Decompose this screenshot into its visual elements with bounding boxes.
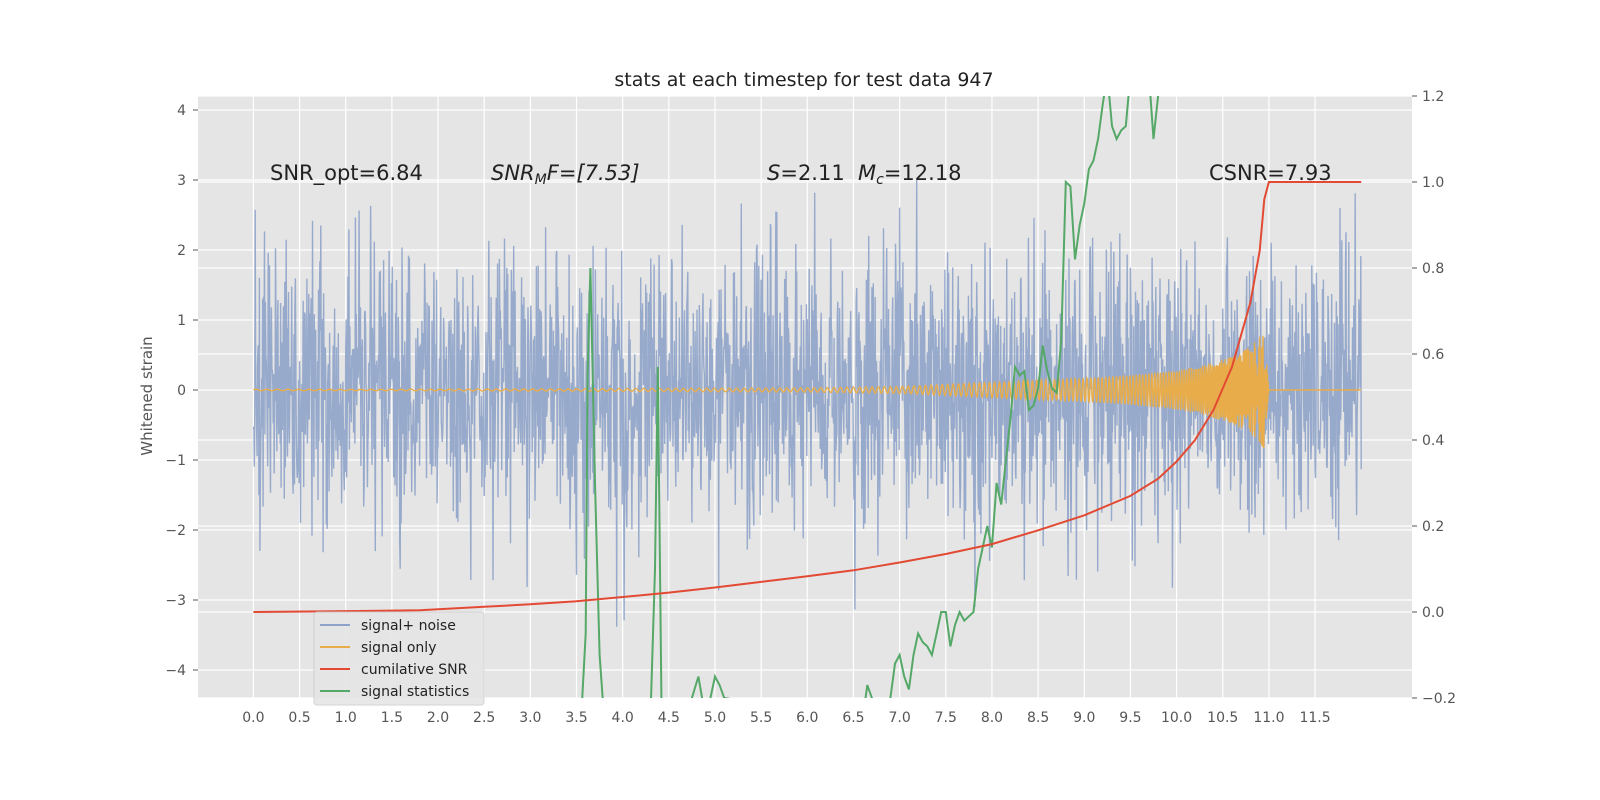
y-tick-label-left: −2 <box>165 523 186 539</box>
y-axis-left-ticks: 4 3 2 1 0 −1 −2 −3 −4 <box>165 103 198 679</box>
series-signal-noise <box>252 179 1362 627</box>
annotation-mc-symbol: M <box>858 161 876 185</box>
series-signal-only <box>253 335 1362 449</box>
legend: signal+ noise signal only cumilative SNR… <box>313 611 485 706</box>
y-tick-label-left: 4 <box>177 103 186 119</box>
y-tick-label-left: 2 <box>177 243 186 259</box>
x-tick-label: 6.5 <box>842 710 864 726</box>
x-tick-label: 7.5 <box>935 710 957 726</box>
x-axis-ticks: 0.0 0.5 1.0 1.5 2.0 2.5 3.0 3.5 4.0 4.5 5.0 5.5 6.0 6… <box>242 710 1330 726</box>
series-signal-statistics <box>581 96 1160 698</box>
x-tick-label: 5.5 <box>750 710 772 726</box>
annotation-snr-mf-sub: M <box>535 172 547 188</box>
y-tick-label-right: 0.4 <box>1422 433 1444 449</box>
y-tick-label-right: 0.8 <box>1422 261 1444 277</box>
x-tick-label: 11.5 <box>1299 710 1330 726</box>
annotation-csnr: CSNR=7.93 <box>1209 161 1332 185</box>
series-cumulative-snr <box>253 181 1362 613</box>
annotation-s: S=2.11 <box>767 161 845 185</box>
x-tick-label: 8.0 <box>981 710 1003 726</box>
x-tick-label: 5.0 <box>704 710 726 726</box>
x-tick-label: 9.5 <box>1119 710 1141 726</box>
chart-title: stats at each timestep for test data 947 <box>614 69 993 91</box>
annotation-snr-opt: SNR_opt=6.84 <box>270 161 423 186</box>
x-tick-label: 6.0 <box>796 710 818 726</box>
legend-label-signal-noise: signal+ noise <box>361 618 456 634</box>
y-tick-label-left: −3 <box>165 593 186 609</box>
annotation-mc: Mc=12.18 <box>858 161 962 188</box>
y-tick-label-right: 0.2 <box>1422 519 1444 535</box>
x-tick-label: 9.0 <box>1073 710 1095 726</box>
y-tick-label-left: 3 <box>177 173 186 189</box>
y-tick-label-left: −1 <box>165 453 186 469</box>
y-tick-label-right: −0.2 <box>1422 691 1456 707</box>
x-tick-label: 1.5 <box>381 710 403 726</box>
y-tick-label-left: 1 <box>177 313 186 329</box>
legend-label-signal-only: signal only <box>361 640 436 656</box>
y-tick-label-right: 1.0 <box>1422 175 1444 191</box>
annotation-s-value: =2.11 <box>780 161 844 185</box>
x-tick-label: 10.0 <box>1161 710 1192 726</box>
annotation-s-symbol: S <box>767 161 780 185</box>
x-tick-label: 0.5 <box>288 710 310 726</box>
annotation-snr-mf-symbol: SNR <box>491 161 535 185</box>
x-tick-label: 2.0 <box>427 710 449 726</box>
x-tick-label: 7.0 <box>888 710 910 726</box>
annotation-snr-mf: SNRMF=[7.53] <box>491 161 640 188</box>
annotation-mc-value: =12.18 <box>884 161 962 185</box>
y-axis-label: Whitened strain <box>138 336 156 455</box>
x-tick-label: 3.5 <box>565 710 587 726</box>
legend-label-signal-statistics: signal statistics <box>361 684 469 700</box>
x-tick-label: 11.0 <box>1253 710 1284 726</box>
legend-box <box>313 611 485 706</box>
y-tick-label-right: 0.6 <box>1422 347 1444 363</box>
x-tick-label: 3.0 <box>519 710 541 726</box>
annotation-mc-sub: c <box>876 172 884 188</box>
y-tick-label-right: 1.2 <box>1422 89 1444 105</box>
x-tick-label: 8.5 <box>1027 710 1049 726</box>
x-tick-label: 1.0 <box>335 710 357 726</box>
x-tick-label: 2.5 <box>473 710 495 726</box>
y-tick-label-right: 0.0 <box>1422 605 1444 621</box>
x-tick-label: 0.0 <box>242 710 264 726</box>
legend-label-cumulative-snr: cumilative SNR <box>361 662 468 678</box>
y-tick-label-left: −4 <box>165 663 186 679</box>
x-tick-label: 4.5 <box>658 710 680 726</box>
y-axis-right-ticks: 1.2 1.0 0.8 0.6 0.4 0.2 0.0 −0.2 <box>1412 89 1456 707</box>
plot-content <box>252 96 1362 698</box>
x-tick-label: 10.5 <box>1207 710 1238 726</box>
annotation-snr-mf-value: F=[7.53] <box>547 161 640 185</box>
y-tick-label-left: 0 <box>177 383 186 399</box>
x-tick-label: 4.0 <box>612 710 634 726</box>
